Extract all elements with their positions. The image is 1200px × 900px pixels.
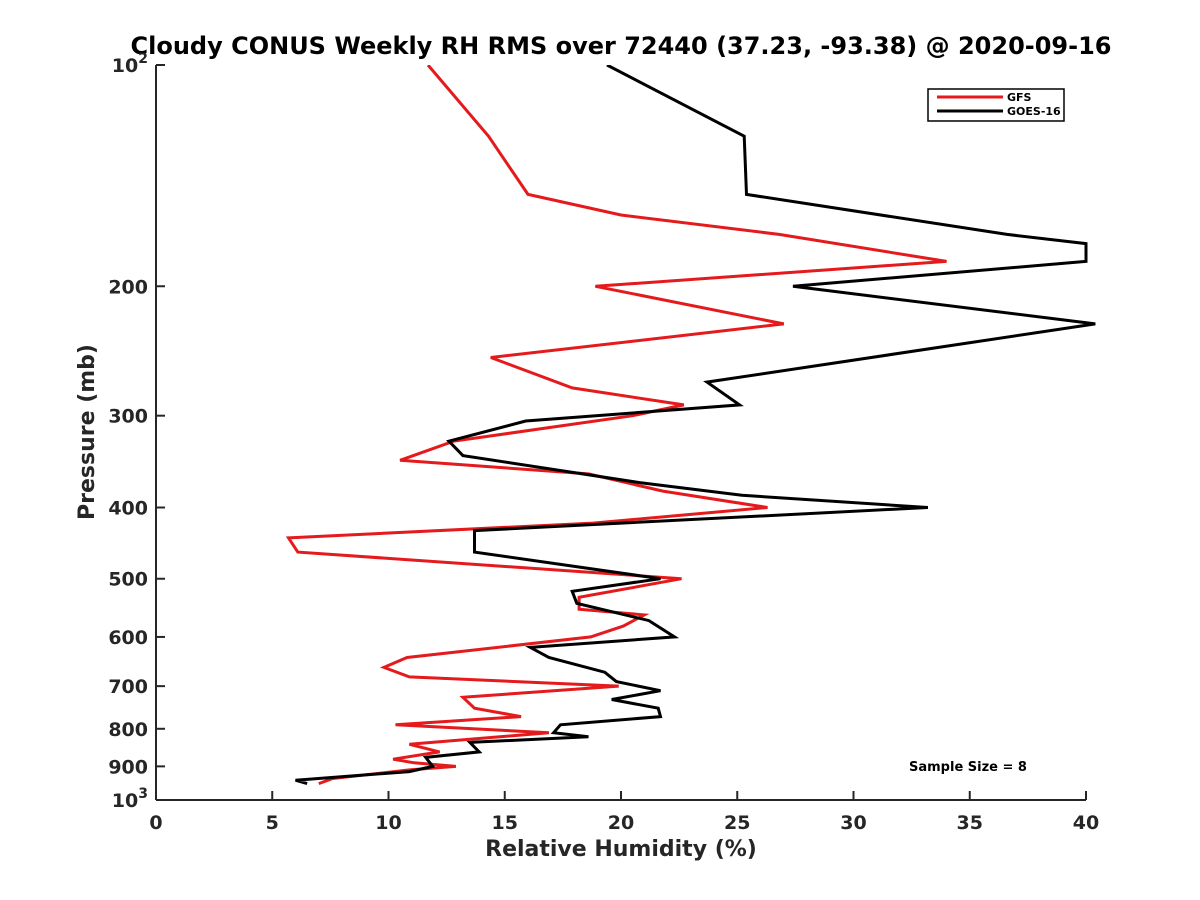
x-ticks: 0 5 10 15 20 25 30 35 40 bbox=[149, 791, 1099, 834]
chart-title: Cloudy CONUS Weekly RH RMS over 72440 (3… bbox=[131, 32, 1112, 60]
x-tick-label: 0 bbox=[149, 812, 162, 834]
y-tick-label: 500 bbox=[108, 569, 148, 591]
y-tick-label: 103 bbox=[112, 786, 148, 812]
x-tick-label: 30 bbox=[840, 812, 866, 834]
y-tick-label: 300 bbox=[108, 406, 148, 428]
x-tick-label: 5 bbox=[266, 812, 279, 834]
y-tick-label: 700 bbox=[108, 676, 148, 698]
y-tick-label: 200 bbox=[108, 276, 148, 298]
series-line-gfs bbox=[285, 65, 947, 786]
y-axis-label: Pressure (mb) bbox=[75, 344, 100, 520]
y-tick-label: 102 bbox=[112, 51, 148, 77]
x-tick-label: 10 bbox=[375, 812, 401, 834]
y-tick-label: 900 bbox=[108, 756, 148, 778]
y-ticks: 102 200 300 400 500 600 700 800 900 103 bbox=[108, 51, 165, 812]
x-tick-label: 15 bbox=[492, 812, 518, 834]
legend-box bbox=[927, 88, 1065, 122]
legend: GFS GOES-16 bbox=[927, 88, 1065, 122]
x-tick-label: 40 bbox=[1073, 812, 1099, 834]
y-tick-label: 800 bbox=[108, 719, 148, 741]
x-tick-label: 20 bbox=[608, 812, 634, 834]
x-tick-label: 35 bbox=[957, 812, 983, 834]
y-tick-label: 600 bbox=[108, 627, 148, 649]
legend-label-gfs: GFS bbox=[1007, 91, 1032, 104]
legend-label-goes-16: GOES-16 bbox=[1007, 105, 1061, 118]
series-line-goes-16 bbox=[295, 65, 1096, 786]
x-tick-label: 25 bbox=[724, 812, 750, 834]
x-axis-label: Relative Humidity (%) bbox=[485, 837, 757, 862]
plot-area bbox=[285, 65, 1096, 786]
y-tick-label: 400 bbox=[108, 498, 148, 520]
sample-size-annotation: Sample Size = 8 bbox=[909, 760, 1027, 775]
